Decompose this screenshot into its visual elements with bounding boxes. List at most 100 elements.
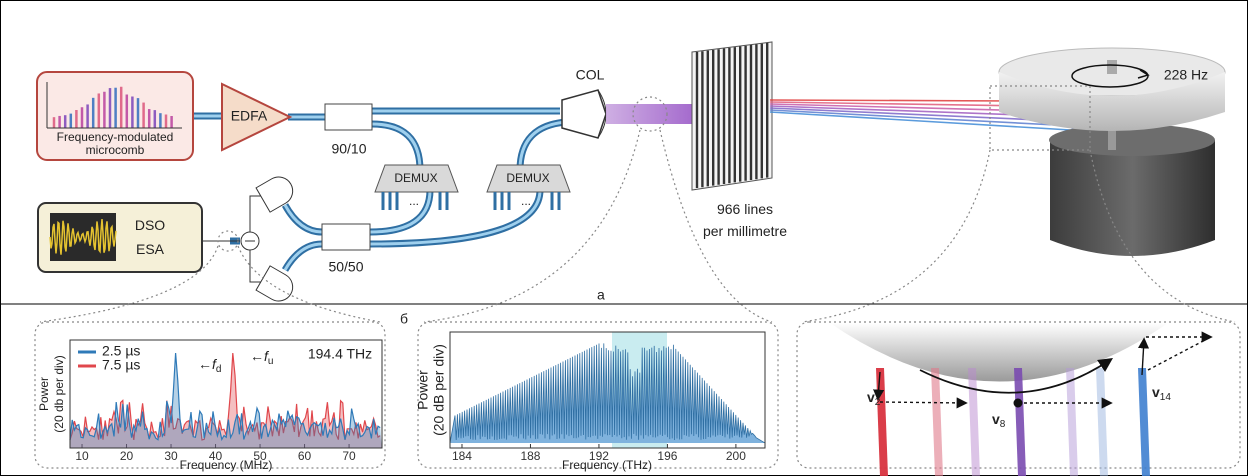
velocity-subscript: 8	[1000, 419, 1006, 430]
coupler	[321, 223, 371, 251]
y-axis-label: Power	[415, 370, 431, 410]
x-tick-label: 20	[120, 449, 134, 463]
rotation-arrowhead	[1137, 69, 1150, 79]
beam-line	[769, 105, 1052, 117]
x-tick-label: 196	[657, 449, 677, 463]
marker-symbol: f	[212, 356, 218, 372]
grating-label: per millimetre	[703, 223, 787, 239]
spectrum-line	[69, 352, 381, 441]
panel-label: б	[400, 311, 408, 327]
y-axis-label: (20 dB per div)	[431, 344, 447, 436]
x-tick-label: 10	[75, 449, 89, 463]
marker-subscript: u	[268, 356, 274, 367]
marker-label: ←fu	[250, 348, 273, 367]
coupler-label: 90/10	[331, 141, 366, 157]
detector-wires	[249, 195, 262, 283]
marker-label: ←fd	[198, 356, 221, 375]
legend-label: 2.5 µs	[102, 343, 140, 359]
velocity-label: v14	[1152, 384, 1171, 403]
rotation-arrow	[919, 358, 1113, 394]
x-tick-label: 192	[589, 449, 609, 463]
marker-subscript: d	[216, 364, 222, 375]
label-line: DSO	[135, 217, 165, 233]
collimator-label: COL	[576, 67, 605, 83]
x-tick-label: 188	[520, 449, 540, 463]
panel-label: а	[597, 287, 605, 303]
zoom-box	[989, 85, 1091, 151]
beam-streak	[1066, 368, 1078, 476]
plot-frame	[449, 331, 766, 449]
demux-label: DEMUX	[506, 171, 549, 185]
panel-box	[417, 321, 779, 469]
grating-label: 966 lines	[717, 201, 773, 217]
rotation-arrow	[1071, 64, 1149, 88]
velocity-subscript: 14	[1160, 392, 1172, 403]
velocity-label: v8	[992, 411, 1006, 430]
disk-edge	[999, 72, 1225, 131]
scope-trace	[49, 218, 117, 255]
comb-lines	[52, 86, 173, 128]
scope-label: ESA	[136, 241, 165, 257]
velocity-symbol: v	[1152, 384, 1160, 400]
annotation: 194.4 THz	[308, 346, 372, 362]
microcomb-label: microcomb	[86, 143, 145, 157]
photodetector	[255, 265, 294, 302]
plot-frame	[69, 339, 383, 449]
arrow: ←	[250, 348, 264, 364]
y-axis-label: (20 db per div)	[52, 355, 66, 432]
beam-line	[769, 103, 1040, 112]
beam-line	[769, 111, 1088, 132]
velocity-vectors	[873, 331, 1213, 409]
x-tick-label: 30	[164, 449, 178, 463]
marker-symbol: f	[264, 348, 270, 364]
ellipsis: ...	[409, 194, 419, 208]
zoom-leaders	[39, 129, 1236, 323]
edfa	[221, 82, 293, 152]
rotation-label: 228 Hz	[1164, 67, 1208, 83]
x-axis-label: Frequency (THz)	[562, 458, 652, 472]
arrow: ←	[198, 356, 212, 372]
beam-streak	[876, 368, 888, 476]
grating	[691, 41, 773, 191]
demux-label: DEMUX	[394, 171, 437, 185]
x-tick-label: 50	[253, 449, 267, 463]
ellipsis: ...	[521, 194, 531, 208]
label-line: microcomb	[86, 143, 145, 157]
collimator	[561, 89, 607, 139]
point	[1013, 398, 1023, 408]
beam-streak	[1138, 368, 1150, 476]
spectrum-line	[449, 343, 766, 444]
disk-edge-closeup	[830, 323, 1168, 382]
beam-line	[769, 109, 1076, 127]
beam-line	[769, 101, 1028, 107]
probe-circle	[217, 230, 239, 252]
legend-label: 7.5 µs	[102, 357, 140, 373]
velocity-label: v2	[867, 389, 881, 408]
edfa-label: EDFA	[231, 108, 268, 124]
microcomb-label: Frequency-modulated	[57, 130, 174, 144]
demux	[374, 164, 571, 210]
beam-line	[769, 107, 1064, 122]
label-line: Frequency-modulated	[57, 130, 174, 144]
spectrum-line	[69, 352, 381, 442]
x-axis-label: Frequency (MHz)	[180, 458, 273, 472]
label-line: per millimetre	[703, 223, 787, 239]
beam-streak	[1014, 368, 1026, 476]
velocity-beams	[876, 368, 1150, 476]
photodetector	[255, 176, 294, 213]
y-axis-label: Power	[37, 377, 51, 411]
beam-streak	[968, 368, 980, 476]
label-line: 966 lines	[717, 201, 773, 217]
panel-box	[34, 321, 386, 469]
beam-line	[769, 99, 1016, 102]
shaft	[1108, 128, 1116, 150]
fibers	[193, 107, 567, 272]
coupler	[324, 103, 373, 131]
x-tick-label: 40	[209, 449, 223, 463]
velocity-symbol: v	[992, 411, 1000, 427]
motor	[1050, 140, 1215, 256]
optical-spectrum: 184 188 192 196 200	[449, 332, 766, 463]
x-tick-label: 184	[452, 449, 472, 463]
rf-spectrum: 10 20 30 40 50 60 70 2.5 µs7.5 µs	[69, 343, 382, 463]
x-tick-label: 70	[342, 449, 356, 463]
